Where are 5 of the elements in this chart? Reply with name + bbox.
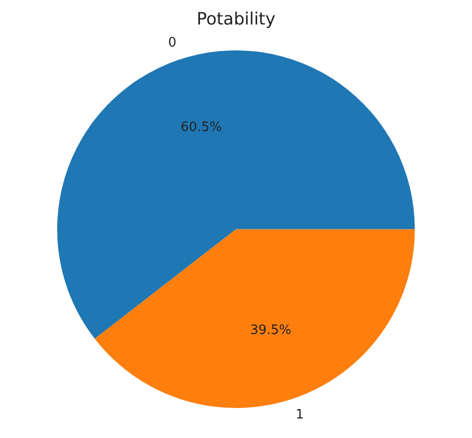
slice-label: 1 [296,408,304,423]
slice-label: 0 [168,36,176,50]
chart-title: Potability [196,10,276,30]
data-label: 60.5% [180,120,222,136]
data-label: 39.5% [250,323,292,338]
